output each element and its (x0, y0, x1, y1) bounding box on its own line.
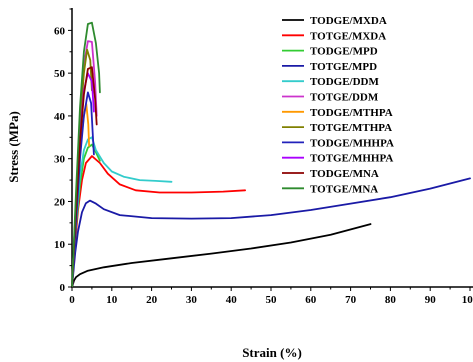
series-line-totge-mpd (71, 177, 471, 288)
x-tick-label: 30 (186, 294, 198, 306)
series-line-todge-mxda (71, 223, 372, 288)
x-tick-label: 90 (425, 294, 437, 306)
y-tick-label: 40 (54, 111, 66, 123)
legend-label: TODGE/DDM (310, 76, 379, 88)
legend-label: TOTGE/MTHPA (310, 122, 392, 134)
legend-label: TOTGE/DDM (310, 92, 379, 104)
legend-label: TODGE/MPD (310, 46, 378, 58)
y-tick-label: 50 (54, 68, 66, 80)
y-tick-label: 10 (54, 239, 66, 251)
series-line-todge-ddm (71, 136, 173, 288)
legend-label: TODGE/MTHPA (310, 107, 393, 119)
x-tick-label: 10 (106, 294, 118, 306)
y-axis-title: Stress (MPa) (6, 111, 21, 183)
series-line-totge-mna (71, 21, 101, 288)
series-layer (71, 21, 471, 288)
legend-label: TOTGE/MXDA (310, 30, 386, 42)
x-tick-label: 40 (226, 294, 238, 306)
series-line-totge-mxda (71, 155, 246, 288)
plot-area: 0 10 20 30 40 50 60 70 80 90 100 0 10 20 30 40 50 60 (54, 8, 473, 306)
y-tick-label: 30 (54, 154, 66, 166)
legend-label: TOTGE/MHHPA (310, 153, 393, 165)
legend-label: TODGE/MNA (310, 168, 379, 180)
x-tick-label: 80 (385, 294, 397, 306)
legend-label: TODGE/MHHPA (310, 137, 394, 149)
x-tick-label: 70 (345, 294, 357, 306)
x-tick-label: 0 (69, 294, 75, 306)
legend-label: TODGE/MXDA (310, 15, 387, 27)
series-line-todge-mna (71, 66, 98, 288)
legend: TODGE/MXDA TOTGE/MXDA TODGE/MPD TOTGE/MPD TO… (282, 15, 394, 195)
x-tick-label: 100 (462, 294, 473, 306)
legend-label: TOTGE/MPD (310, 61, 377, 73)
x-axis-title: Strain (%) (242, 345, 302, 360)
x-tick-label: 50 (266, 294, 278, 306)
y-tick-label: 20 (54, 196, 66, 208)
x-tick-label: 60 (305, 294, 317, 306)
tick-layer: 0 10 20 30 40 50 60 70 80 90 100 0 10 20 30 40 50 60 (54, 8, 473, 306)
x-tick-label: 20 (146, 294, 158, 306)
legend-label: TOTGE/MNA (310, 183, 378, 195)
y-tick-label: 0 (60, 282, 66, 294)
y-tick-label: 60 (54, 25, 66, 37)
